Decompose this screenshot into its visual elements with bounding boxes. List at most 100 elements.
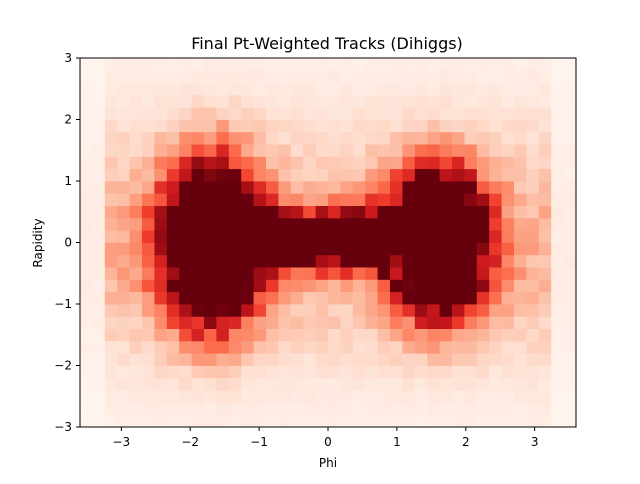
heatmap-cell [538,181,552,194]
heatmap-cell [402,353,416,366]
heatmap-cell [526,402,540,416]
heatmap-cell [154,217,168,231]
heatmap-cell [538,328,552,342]
heatmap-cell [551,242,564,256]
heatmap-cell [439,328,453,342]
heatmap-cell [452,119,465,133]
heatmap-cell [452,230,465,243]
heatmap-cell [117,156,130,170]
x-axis-label: Phi [319,456,337,470]
heatmap-cell [228,168,242,182]
heatmap-cell [352,94,366,108]
heatmap-cell [402,377,416,391]
heatmap-cell [228,193,242,206]
heatmap-cell [278,181,292,194]
heatmap-cell [154,181,168,194]
heatmap-cell [228,58,242,71]
heatmap-cell [216,340,230,354]
heatmap-cell [216,328,230,342]
heatmap-cell [228,340,242,354]
heatmap-cell [439,119,453,133]
heatmap-cell [328,107,341,120]
heatmap-cell [489,168,502,182]
heatmap-cell [390,377,403,391]
heatmap-cell [377,316,391,329]
heatmap-cell [365,377,378,391]
heatmap-cell [439,414,453,428]
heatmap-cell [476,254,490,268]
heatmap-cell [303,230,316,243]
heatmap-cell [303,267,316,280]
heatmap-cell [464,217,478,231]
heatmap-cell [80,70,93,83]
heatmap-cell [266,205,279,219]
heatmap-cell [129,353,143,366]
heatmap-cell [266,131,279,145]
heatmap-cell [352,316,366,329]
heatmap-cell [414,70,428,83]
heatmap-cell [365,144,378,157]
heatmap-cell [142,131,155,145]
heatmap-cell [352,304,366,317]
heatmap-cell [427,217,440,231]
heatmap-cell [402,107,416,120]
heatmap-cell [563,316,577,329]
heatmap-cell [526,279,540,293]
heatmap-cell [216,291,230,305]
heatmap-cell [266,365,279,379]
heatmap-cell [204,156,217,170]
heatmap-cell [179,377,192,391]
heatmap-cell [129,230,143,243]
heatmap-cell [278,402,292,416]
heatmap-cell [204,70,217,83]
heatmap-cell [154,316,168,329]
y-tick-label: 0 [64,236,72,250]
heatmap-cell [352,107,366,120]
heatmap-cell [501,365,515,379]
heatmap-cell [290,70,304,83]
heatmap-cell [253,267,267,280]
heatmap-cell [328,193,341,206]
heatmap-cell [464,144,478,157]
heatmap-cell [476,402,490,416]
heatmap-cell [402,254,416,268]
heatmap-cell [253,82,267,96]
heatmap-cell [427,156,440,170]
heatmap-cell [191,217,205,231]
heatmap-cell [80,340,93,354]
heatmap-cell [142,267,155,280]
heatmap-cell [315,267,329,280]
heatmap-cell [290,217,304,231]
heatmap-cell [104,328,118,342]
heatmap-cell [117,131,130,145]
heatmap-cell [464,58,478,71]
heatmap-cell [179,353,192,366]
heatmap-cell [352,340,366,354]
heatmap-cell [216,107,230,120]
heatmap-cell [154,58,168,71]
heatmap-cell [390,119,403,133]
heatmap-cell [402,119,416,133]
heatmap-cell [328,242,341,256]
heatmap-cell [414,181,428,194]
heatmap-cell [328,82,341,96]
heatmap-cell [464,242,478,256]
heatmap-cell [526,168,540,182]
heatmap-cell [464,304,478,317]
heatmap-cell [452,94,465,108]
heatmap-cell [551,107,564,120]
heatmap-cell [390,316,403,329]
heatmap-cell [204,217,217,231]
heatmap-cell [439,217,453,231]
heatmap-cell [427,414,440,428]
heatmap-cell [414,304,428,317]
heatmap-cell [179,390,192,403]
heatmap-cell [290,230,304,243]
heatmap-cell [464,107,478,120]
heatmap-cell [414,119,428,133]
y-tick-label: −1 [54,297,72,311]
heatmap-cell [452,402,465,416]
heatmap-cell [464,291,478,305]
heatmap-cell [439,193,453,206]
heatmap-cell [402,217,416,231]
